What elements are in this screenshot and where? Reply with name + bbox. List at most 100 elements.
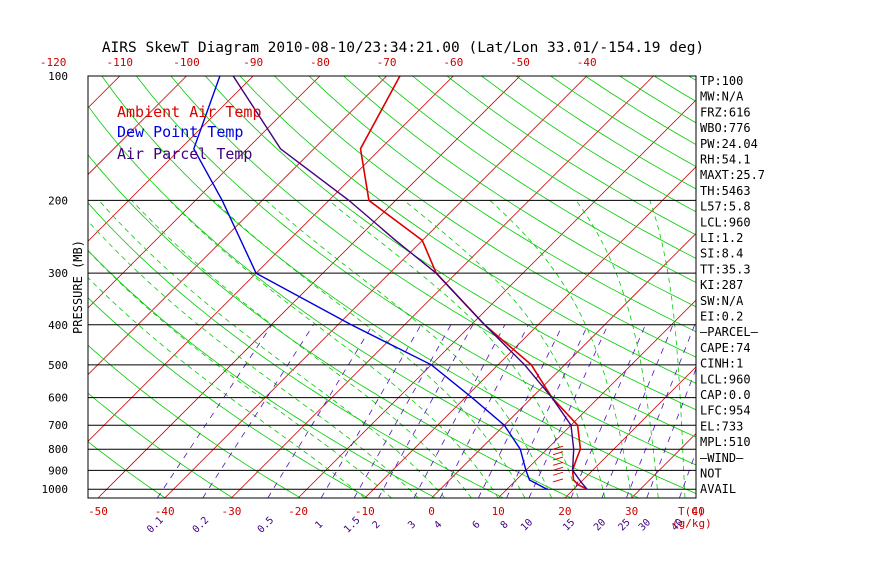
mixing-ratio-label: 6 — [471, 519, 483, 531]
moist-adiabat-line — [329, 200, 578, 498]
pressure-tick-label: 300 — [48, 267, 68, 280]
mixing-ratio-line — [157, 325, 272, 498]
indices-panel: TP:100MW:N/AFRZ:616WBO:776PW:24.04RH:54.… — [700, 74, 765, 496]
dry-adiabat-line — [309, 76, 870, 498]
mixing-ratio-line — [602, 325, 673, 498]
isotherm-line — [0, 76, 53, 498]
index-entry: SW:N/A — [700, 294, 744, 308]
mixing-ratio-label: 2 — [371, 519, 383, 531]
index-entry: KI:287 — [700, 278, 743, 292]
index-entry: CINH:1 — [700, 357, 743, 371]
mixing-ratio-label: 4 — [432, 519, 444, 531]
mixing-ratio-label: 10 — [519, 517, 535, 533]
mixing-ratio-label: 8 — [499, 519, 511, 531]
pressure-tick-label: 200 — [48, 194, 68, 207]
dry-adiabat-line — [344, 76, 870, 498]
mixing-ratio-label: 0.1 — [145, 515, 166, 536]
mixing-ratio-label: 0.5 — [256, 515, 277, 536]
index-entry: TT:35.3 — [700, 262, 751, 276]
y-axis-label: PRESSURE (MB) — [71, 240, 85, 334]
moist-adiabat-line — [214, 200, 525, 498]
wind-barb — [553, 472, 563, 475]
index-entry: FRZ:616 — [700, 105, 751, 119]
moist-adiabat-line — [132, 200, 472, 498]
top-temp-tick-label: -110 — [107, 56, 134, 69]
moist-adiabat-line — [490, 200, 632, 498]
legend-ambient: Ambient Air Temp — [117, 103, 262, 121]
index-entry: —PARCEL— — [700, 325, 759, 339]
index-entry: PW:24.04 — [700, 137, 758, 151]
mixing-ratio-label: 1 — [313, 519, 325, 531]
bottom-temp-tick-label: -20 — [288, 505, 308, 518]
index-entry: EL:733 — [700, 419, 743, 433]
pressure-tick-label: 400 — [48, 319, 68, 332]
mixing-ratio-unit-label: (g/kg) — [672, 517, 712, 530]
bottom-temp-tick-label: -30 — [221, 505, 241, 518]
top-temp-tick-label: -90 — [243, 56, 263, 69]
index-entry: CAP:0.0 — [700, 388, 751, 402]
legend-dewpoint: Dew Point Temp — [117, 123, 243, 141]
index-entry: L57:5.8 — [700, 200, 751, 214]
isotherm-line — [0, 76, 120, 498]
mixing-ratio-line — [378, 325, 472, 498]
index-entry: AVAIL — [700, 482, 736, 496]
mixing-ratio-label: 15 — [561, 517, 577, 533]
top-temp-tick-label: -80 — [310, 56, 330, 69]
index-entry: LCL:960 — [700, 372, 751, 386]
mixing-ratio-line — [321, 325, 421, 498]
top-temp-tick-label: -70 — [377, 56, 397, 69]
bottom-temp-tick-label: 10 — [492, 505, 505, 518]
dry-adiabat-line — [413, 76, 870, 498]
pressure-tick-label: 500 — [48, 359, 68, 372]
isotherm-line — [432, 76, 854, 498]
mixing-ratio-label: 30 — [637, 517, 653, 533]
wind-barb — [553, 452, 563, 455]
pressure-tick-label: 1000 — [42, 483, 69, 496]
index-entry: MAXT:25.7 — [700, 168, 765, 182]
index-entry: EI:0.2 — [700, 310, 743, 324]
series-line — [233, 76, 587, 489]
index-entry: LCL:960 — [700, 215, 751, 229]
top-temp-tick-label: -120 — [40, 56, 67, 69]
dry-adiabat-line — [378, 76, 870, 498]
mixing-ratio-label: 1.5 — [342, 515, 363, 536]
isotherm-line — [765, 76, 870, 498]
dry-adiabat-line — [482, 76, 870, 498]
pressure-tick-label: 800 — [48, 443, 68, 456]
index-entry: TH:5463 — [700, 184, 751, 198]
legend-parcel: Air Parcel Temp — [117, 145, 252, 163]
bottom-temp-tick-label: -50 — [88, 505, 108, 518]
mixing-ratio-line — [626, 325, 694, 498]
top-temp-tick-label: -40 — [577, 56, 597, 69]
mixing-ratio-label: 20 — [592, 517, 608, 533]
bottom-temp-tick-label: 30 — [625, 505, 638, 518]
top-temp-tick-label: -100 — [173, 56, 200, 69]
wind-barb — [553, 462, 563, 465]
isotherm-line — [231, 76, 653, 498]
series-layer — [194, 76, 587, 489]
index-entry: SI:8.4 — [700, 247, 743, 261]
pressure-tick-label: 700 — [48, 419, 68, 432]
isotherm-line — [832, 76, 870, 498]
mixing-ratio-label: 3 — [406, 519, 418, 531]
bottom-temp-tick-label: 20 — [558, 505, 571, 518]
dry-adiabat-line — [240, 76, 870, 498]
pressure-tick-label: 600 — [48, 392, 68, 405]
index-entry: LFC:954 — [700, 404, 751, 418]
index-entry: —WIND— — [700, 451, 744, 465]
mixing-ratio-label: 0.2 — [191, 515, 212, 536]
moist-adiabat-line — [404, 200, 605, 498]
index-entry: RH:54.1 — [700, 153, 751, 167]
index-entry: TP:100 — [700, 74, 743, 88]
top-temp-tick-label: -60 — [443, 56, 463, 69]
index-entry: CAPE:74 — [700, 341, 751, 355]
chart-title: AIRS SkewT Diagram 2010-08-10/23:34:21.0… — [102, 40, 704, 56]
bottom-temp-tick-label: 0 — [428, 505, 435, 518]
mixing-ratio-label: 25 — [616, 517, 632, 533]
bottom-temp-tick-label: -10 — [355, 505, 375, 518]
pressure-tick-label: 900 — [48, 464, 68, 477]
wind-barb — [553, 479, 563, 482]
index-entry: MW:N/A — [700, 90, 744, 104]
